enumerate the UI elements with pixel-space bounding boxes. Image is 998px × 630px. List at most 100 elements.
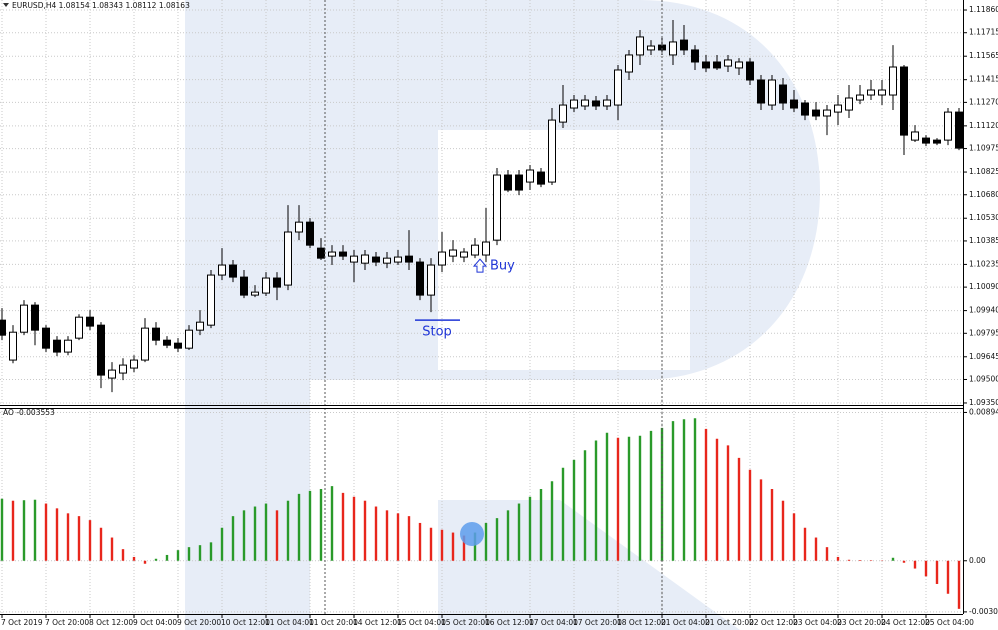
y-tick-label: 1.10235 (969, 259, 998, 268)
buy-label: Buy (490, 259, 515, 274)
candle-body (163, 339, 171, 346)
candle-body (416, 261, 424, 296)
candle-body (449, 249, 457, 257)
y-tick-label: 1.10975 (969, 144, 998, 153)
candle-body (31, 304, 39, 331)
candle-body (295, 221, 303, 233)
x-tick-label: 17 Oct 04:00 (529, 618, 578, 627)
y-tick-label: 1.09940 (969, 306, 998, 315)
candle-body (361, 254, 369, 264)
candle-body (152, 327, 160, 341)
x-tick-label: 7 Oct 20:00 (45, 618, 89, 627)
candle-body (867, 89, 875, 96)
candle-body (856, 94, 864, 101)
candle-body (504, 174, 512, 191)
candle-body (669, 41, 677, 56)
x-tick-label: 17 Oct 20:00 (573, 618, 622, 627)
candle-body (614, 69, 622, 106)
candle-body (680, 39, 688, 51)
candle-body (570, 99, 578, 109)
candle-body (845, 97, 853, 111)
candle-body (240, 276, 248, 296)
y-tick-label: 1.09645 (969, 352, 998, 361)
candle-body (218, 264, 226, 276)
candle-body (889, 66, 897, 96)
candle-body (427, 264, 435, 296)
y-tick-label: 0.008942 (969, 407, 998, 416)
candle-body (878, 89, 886, 96)
candle-body (372, 256, 380, 263)
candle-body (801, 102, 809, 116)
candle-body (702, 61, 710, 69)
candle-body (229, 264, 237, 278)
candle-body (493, 174, 501, 241)
chart-title: EURUSD,H4 1.08154 1.08343 1.08112 1.0816… (12, 1, 190, 10)
stop-label: Stop (422, 325, 452, 340)
y-tick-label: 1.10825 (969, 167, 998, 176)
candle-body (548, 119, 556, 183)
candle-body (460, 251, 468, 258)
candle-body (625, 54, 633, 73)
candle-body (185, 329, 193, 349)
candle-body (394, 256, 402, 263)
x-tick-label: 10 Oct 12:00 (221, 618, 270, 627)
candle-body (317, 247, 325, 259)
candle-body (20, 304, 28, 333)
y-tick-label: 1.10680 (969, 190, 998, 199)
y-tick-label: 1.09350 (969, 398, 998, 407)
watermark-stem (185, 0, 310, 630)
y-tick-label: 1.11270 (969, 97, 998, 106)
candle-body (328, 251, 336, 257)
y-tick-label: 1.09500 (969, 374, 998, 383)
candle-body (42, 327, 50, 349)
candle-body (834, 104, 842, 113)
highlight-circle (460, 522, 484, 546)
candle-body (207, 274, 215, 326)
candle-body (471, 244, 479, 256)
candle-body (251, 291, 259, 296)
y-tick-label: -0.003083 (969, 607, 998, 616)
x-tick-label: 16 Oct 12:00 (485, 618, 534, 627)
candle-body (592, 100, 600, 107)
y-tick-label: 0.00 (969, 556, 986, 565)
candle-body (306, 221, 314, 246)
candle-body (768, 79, 776, 106)
candle-body (108, 369, 116, 379)
candle-body (559, 104, 567, 123)
candle-body (922, 137, 930, 144)
x-tick-label: 23 Oct 04:00 (793, 618, 842, 627)
candle-body (812, 109, 820, 117)
y-tick-label: 1.11565 (969, 51, 998, 60)
candle-body (64, 339, 72, 353)
y-tick-label: 1.11860 (969, 5, 998, 14)
candle-body (581, 99, 589, 107)
candle-body (141, 327, 149, 361)
candle-body (75, 316, 83, 339)
candle-body (526, 169, 534, 183)
candle-body (823, 109, 831, 117)
candle-body (339, 251, 347, 257)
candle-body (757, 79, 765, 104)
x-tick-label: 18 Oct 12:00 (617, 618, 666, 627)
candle-body (262, 277, 270, 294)
candle-body (383, 257, 391, 264)
x-tick-label: 11 Oct 20:00 (309, 618, 358, 627)
x-tick-label: 9 Oct 20:00 (177, 618, 221, 627)
candle-body (724, 59, 732, 67)
x-tick-label: 14 Oct 12:00 (353, 618, 402, 627)
x-tick-label: 25 Oct 04:00 (925, 618, 974, 627)
candle-body (196, 321, 204, 331)
candle-body (746, 61, 754, 81)
buy-arrow (472, 258, 488, 273)
candle-body (273, 277, 281, 288)
candle-body (0, 319, 6, 336)
candle-body (944, 111, 952, 141)
y-tick-label: 1.11415 (969, 75, 998, 84)
candle-body (537, 171, 545, 185)
x-tick-label: 22 Oct 12:00 (749, 618, 798, 627)
x-tick-label: 9 Oct 04:00 (133, 618, 177, 627)
candle-body (174, 342, 182, 349)
candle-body (636, 36, 644, 56)
candle-body (911, 131, 919, 141)
